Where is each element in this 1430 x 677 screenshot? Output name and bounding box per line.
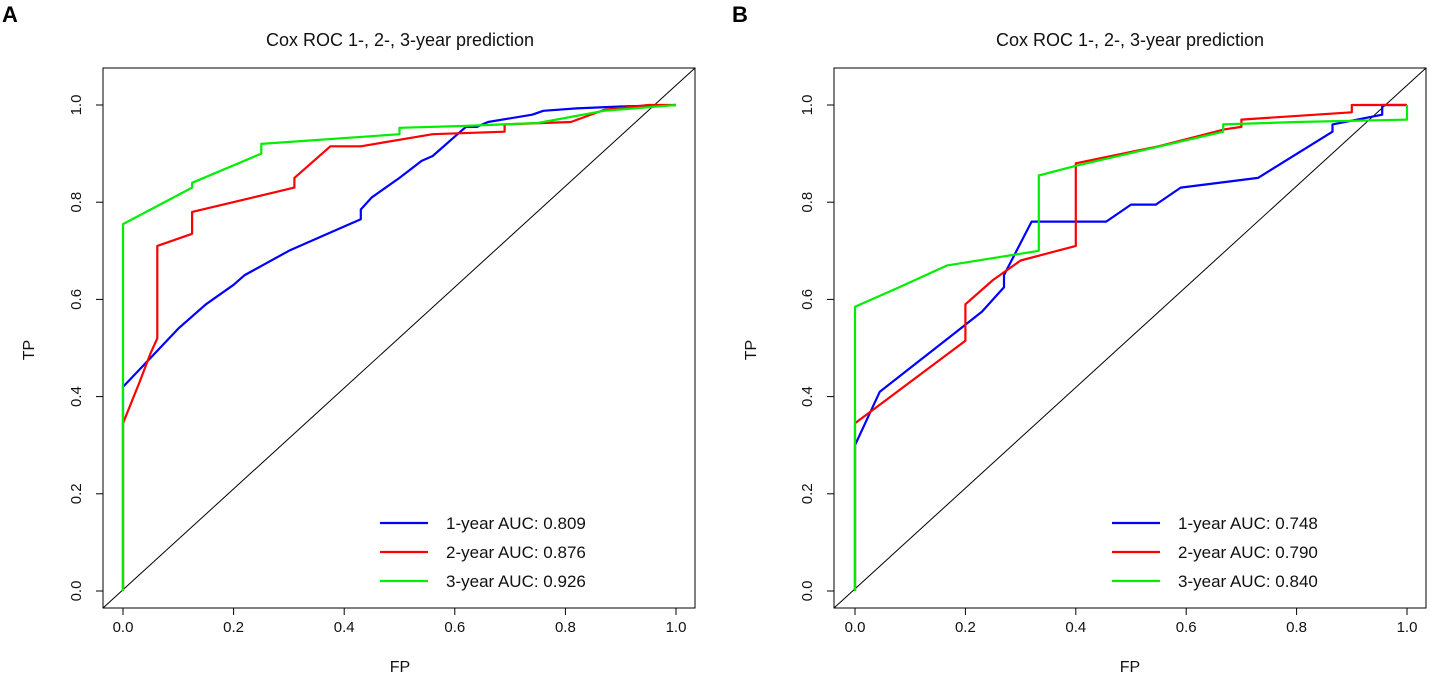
y-tick-label: 0.0 — [68, 581, 85, 602]
plot-frame — [833, 67, 1427, 609]
legend-label-1: 1-year AUC: 0.748 — [1178, 514, 1318, 533]
roc-series-line-2 — [121, 103, 676, 591]
diagonal-reference-line — [102, 67, 696, 609]
legend-label-3: 3-year AUC: 0.926 — [446, 572, 586, 591]
chart-title-a: Cox ROC 1-, 2-, 3-year prediction — [266, 30, 534, 50]
chart-title-b: Cox ROC 1-, 2-, 3-year prediction — [996, 30, 1264, 50]
diagonal-reference-line — [833, 67, 1427, 609]
x-tick-label: 0.8 — [1286, 619, 1307, 636]
legend-label-2: 2-year AUC: 0.876 — [446, 543, 586, 562]
y-tick-label: 0.6 — [799, 289, 816, 310]
x-tick-label: 0.0 — [845, 619, 866, 636]
y-tick-label: 0.8 — [799, 192, 816, 213]
y-tick-label: 0.2 — [68, 483, 85, 504]
x-tick-label: 0.6 — [1176, 619, 1197, 636]
x-tick-label: 1.0 — [666, 619, 687, 636]
plot-frame — [102, 67, 696, 609]
roc-series-line-1 — [121, 103, 677, 591]
y-tick-label: 0.8 — [68, 192, 85, 213]
roc-series-line-1 — [853, 103, 1407, 591]
y-axis-label-a: TP — [21, 340, 38, 360]
x-tick-label: 0.2 — [955, 619, 976, 636]
x-tick-label: 1.0 — [1397, 619, 1418, 636]
x-tick-label: 0.0 — [113, 619, 134, 636]
x-tick-label: 0.8 — [555, 619, 576, 636]
y-axis-label-b: TP — [743, 340, 760, 360]
y-tick-label: 0.0 — [799, 581, 816, 602]
panel-label-b: B — [732, 2, 748, 27]
x-tick-label: 0.4 — [334, 619, 355, 636]
y-tick-label: 1.0 — [799, 95, 816, 116]
y-tick-label: 0.4 — [799, 386, 816, 407]
legend-label-1: 1-year AUC: 0.809 — [446, 514, 586, 533]
roc-series-line-3 — [853, 105, 1409, 591]
roc-series-line-2 — [853, 103, 1407, 591]
y-tick-label: 0.6 — [68, 289, 85, 310]
x-tick-label: 0.2 — [223, 619, 244, 636]
panel-a: A Cox ROC 1-, 2-, 3-year prediction FP T… — [2, 2, 696, 676]
y-tick-label: 0.2 — [799, 483, 816, 504]
legend-label-2: 2-year AUC: 0.790 — [1178, 543, 1318, 562]
x-axis-label-b: FP — [1120, 659, 1140, 676]
panel-label-a: A — [2, 2, 18, 27]
y-tick-label: 1.0 — [68, 95, 85, 116]
panel-b: B Cox ROC 1-, 2-, 3-year prediction FP T… — [732, 2, 1427, 676]
x-tick-label: 0.4 — [1065, 619, 1086, 636]
x-axis-label-a: FP — [390, 659, 410, 676]
x-tick-label: 0.6 — [444, 619, 465, 636]
legend-label-3: 3-year AUC: 0.840 — [1178, 572, 1318, 591]
y-tick-label: 0.4 — [68, 386, 85, 407]
roc-series-line-3 — [121, 103, 677, 591]
